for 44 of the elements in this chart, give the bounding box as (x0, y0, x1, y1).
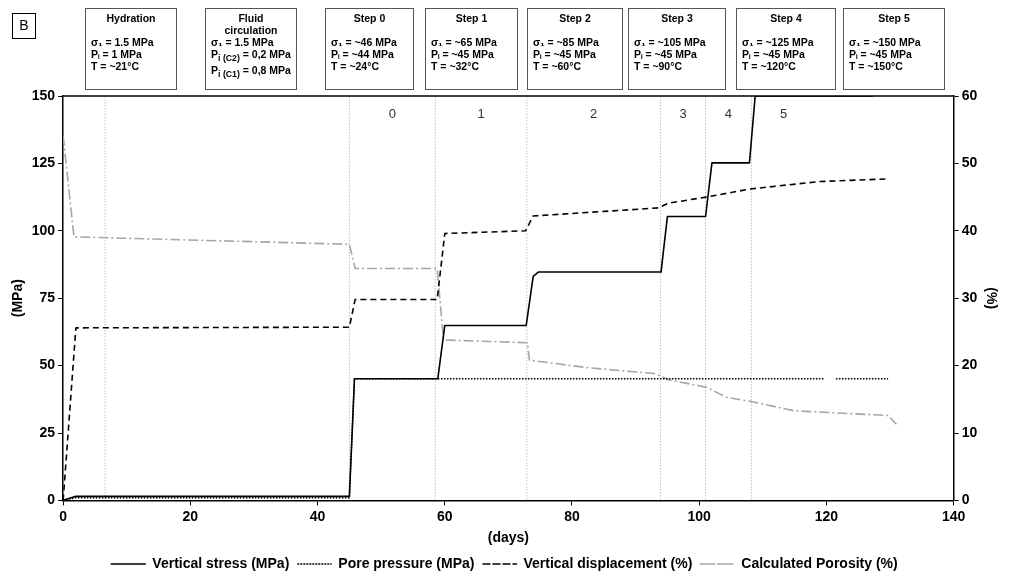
y-axis-title: (MPa) (9, 279, 26, 318)
x-axis-title: (days) (487, 529, 530, 546)
y2-tick-label: 60 (961, 86, 978, 103)
y-tick-label: 25 (39, 423, 56, 440)
legend-label: Vertical stress (MPa) (152, 554, 290, 571)
y2-tick-label: 50 (961, 154, 978, 171)
y-tick-label: 125 (31, 154, 56, 171)
y2-tick-label: 30 (961, 289, 978, 306)
x-tick-label: 60 (437, 507, 453, 524)
text: Hydration σ₁ = 1.5 MPa Pᵢ = 1 MPa T = ~21°C (91, 12, 157, 72)
y-tick-label: 50 (39, 356, 56, 373)
annotation: 4 (724, 105, 733, 121)
annotation: 5 (780, 105, 788, 121)
annotation: 3 (679, 105, 687, 121)
x-tick-label: 40 (309, 507, 326, 524)
text: Step 2 σ₁ = ~85 MPa Pᵢ = ~45 MPa T = ~60°C (533, 12, 600, 72)
y2-tick-label: 0 (961, 491, 970, 508)
y2-tick-label: 20 (961, 356, 978, 373)
text: Step 3 σ₁ = ~105 MPa Pᵢ = ~45 MPa T = ~90°C (634, 12, 707, 72)
x-tick-label: 80 (564, 507, 580, 524)
text: Fluid circulation σ₁ = 1.5 MPa P$_{i (C2)}$ = 0,2 MPa P$_{i (C1)}$ = 0,8 MPa (211, 12, 291, 80)
y-tick-label: 0 (47, 491, 56, 508)
x-tick-label: 100 (687, 507, 712, 524)
annotation: 1 (477, 105, 485, 121)
legend-label: Pore pressure (MPa) (338, 554, 475, 571)
text: Step 4 σ₁ = ~125 MPa Pᵢ = ~45 MPa T = ~120°C (742, 12, 815, 72)
annotation: 0 (388, 105, 396, 121)
y-tick-label: 150 (31, 86, 56, 103)
legend-label: Calculated Porosity (%) (741, 554, 898, 571)
x-tick-label: 0 (59, 507, 68, 524)
text: B (18, 16, 30, 34)
y-tick-label: 100 (31, 221, 56, 238)
y2-tick-label: 10 (961, 423, 978, 440)
text: Step 1 σ₁ = ~65 MPa Pᵢ = ~45 MPa T = ~32°C (431, 12, 498, 72)
x-tick-label: 120 (814, 507, 839, 524)
y2-tick-label: 40 (961, 221, 978, 238)
y-tick-label: 75 (39, 289, 56, 306)
x-tick-label: 20 (182, 507, 199, 524)
text: Step 0 σ₁ = ~46 MPa Pᵢ = ~44 MPa T = ~24°C (331, 12, 398, 72)
y2-axis-title: (%) (983, 287, 1000, 310)
annotation: 2 (590, 105, 598, 121)
x-tick-label: 140 (941, 507, 966, 524)
legend-label: Vertical displacement (%) (523, 554, 693, 571)
text: Step 5 σ₁ = ~150 MPa Pᵢ = ~45 MPa T = ~150°C (849, 12, 922, 72)
